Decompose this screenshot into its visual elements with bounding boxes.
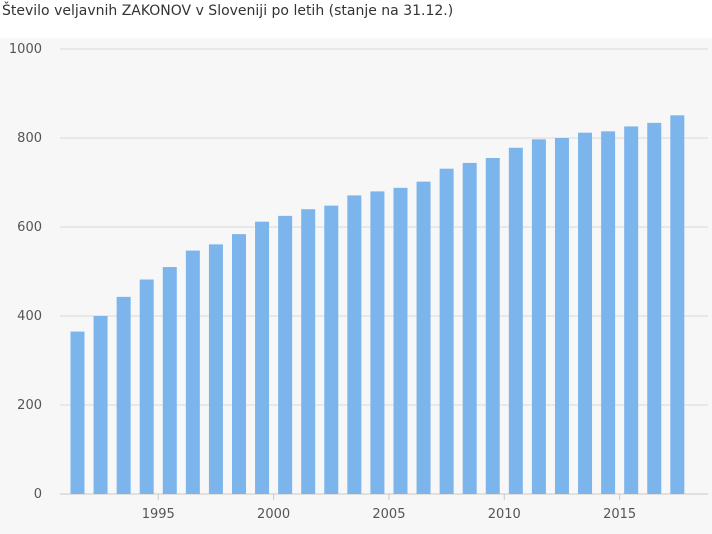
bar-1996[interactable] [185,250,200,494]
y-tick-label-800: 800 [17,131,42,146]
y-tick-label-200: 200 [17,398,42,413]
bar-2010[interactable] [508,147,523,494]
bar-2017[interactable] [670,115,685,494]
x-tick-label-1995: 1995 [142,507,175,522]
bar-1998[interactable] [231,234,246,494]
chart-title: Število veljavnih ZAKONOV v Sloveniji po… [2,3,454,19]
bar-1991[interactable] [70,331,85,494]
bar-2000[interactable] [278,215,293,495]
bar-1993[interactable] [116,296,131,494]
bar-2004[interactable] [370,191,385,494]
bar-2016[interactable] [647,122,662,495]
bar-2011[interactable] [531,139,546,494]
bar-2005[interactable] [393,187,408,494]
bar-1999[interactable] [255,221,270,494]
bar-2013[interactable] [578,132,593,494]
bar-2006[interactable] [416,181,431,495]
bar-1992[interactable] [93,316,108,494]
bar-2001[interactable] [301,209,316,494]
bar-2012[interactable] [554,138,569,494]
bar-1994[interactable] [139,279,154,494]
y-tick-label-0: 0 [34,487,42,502]
bar-1995[interactable] [162,267,177,494]
bar-1997[interactable] [208,244,223,494]
x-tick-label-2010: 2010 [488,507,521,522]
bar-2003[interactable] [347,195,362,494]
y-tick-label-400: 400 [17,309,42,324]
bar-2014[interactable] [601,131,616,494]
y-tick-label-1000: 1000 [9,42,42,57]
y-tick-label-600: 600 [17,220,42,235]
bar-2009[interactable] [485,158,500,494]
bar-2007[interactable] [439,168,454,494]
x-tick-label-2000: 2000 [257,507,290,522]
bar-chart: 0 200 400 600 800 1000 1995 2000 2005 2010 2015 [9,42,708,522]
x-tick-label-2015: 2015 [603,507,636,522]
bar-2015[interactable] [624,126,639,495]
chart-area: 0 200 400 600 800 1000 1995 2000 2005 2010 2015 [0,38,712,534]
bar-2008[interactable] [462,162,477,495]
x-tick-label-2005: 2005 [372,507,405,522]
bar-2002[interactable] [324,205,339,494]
